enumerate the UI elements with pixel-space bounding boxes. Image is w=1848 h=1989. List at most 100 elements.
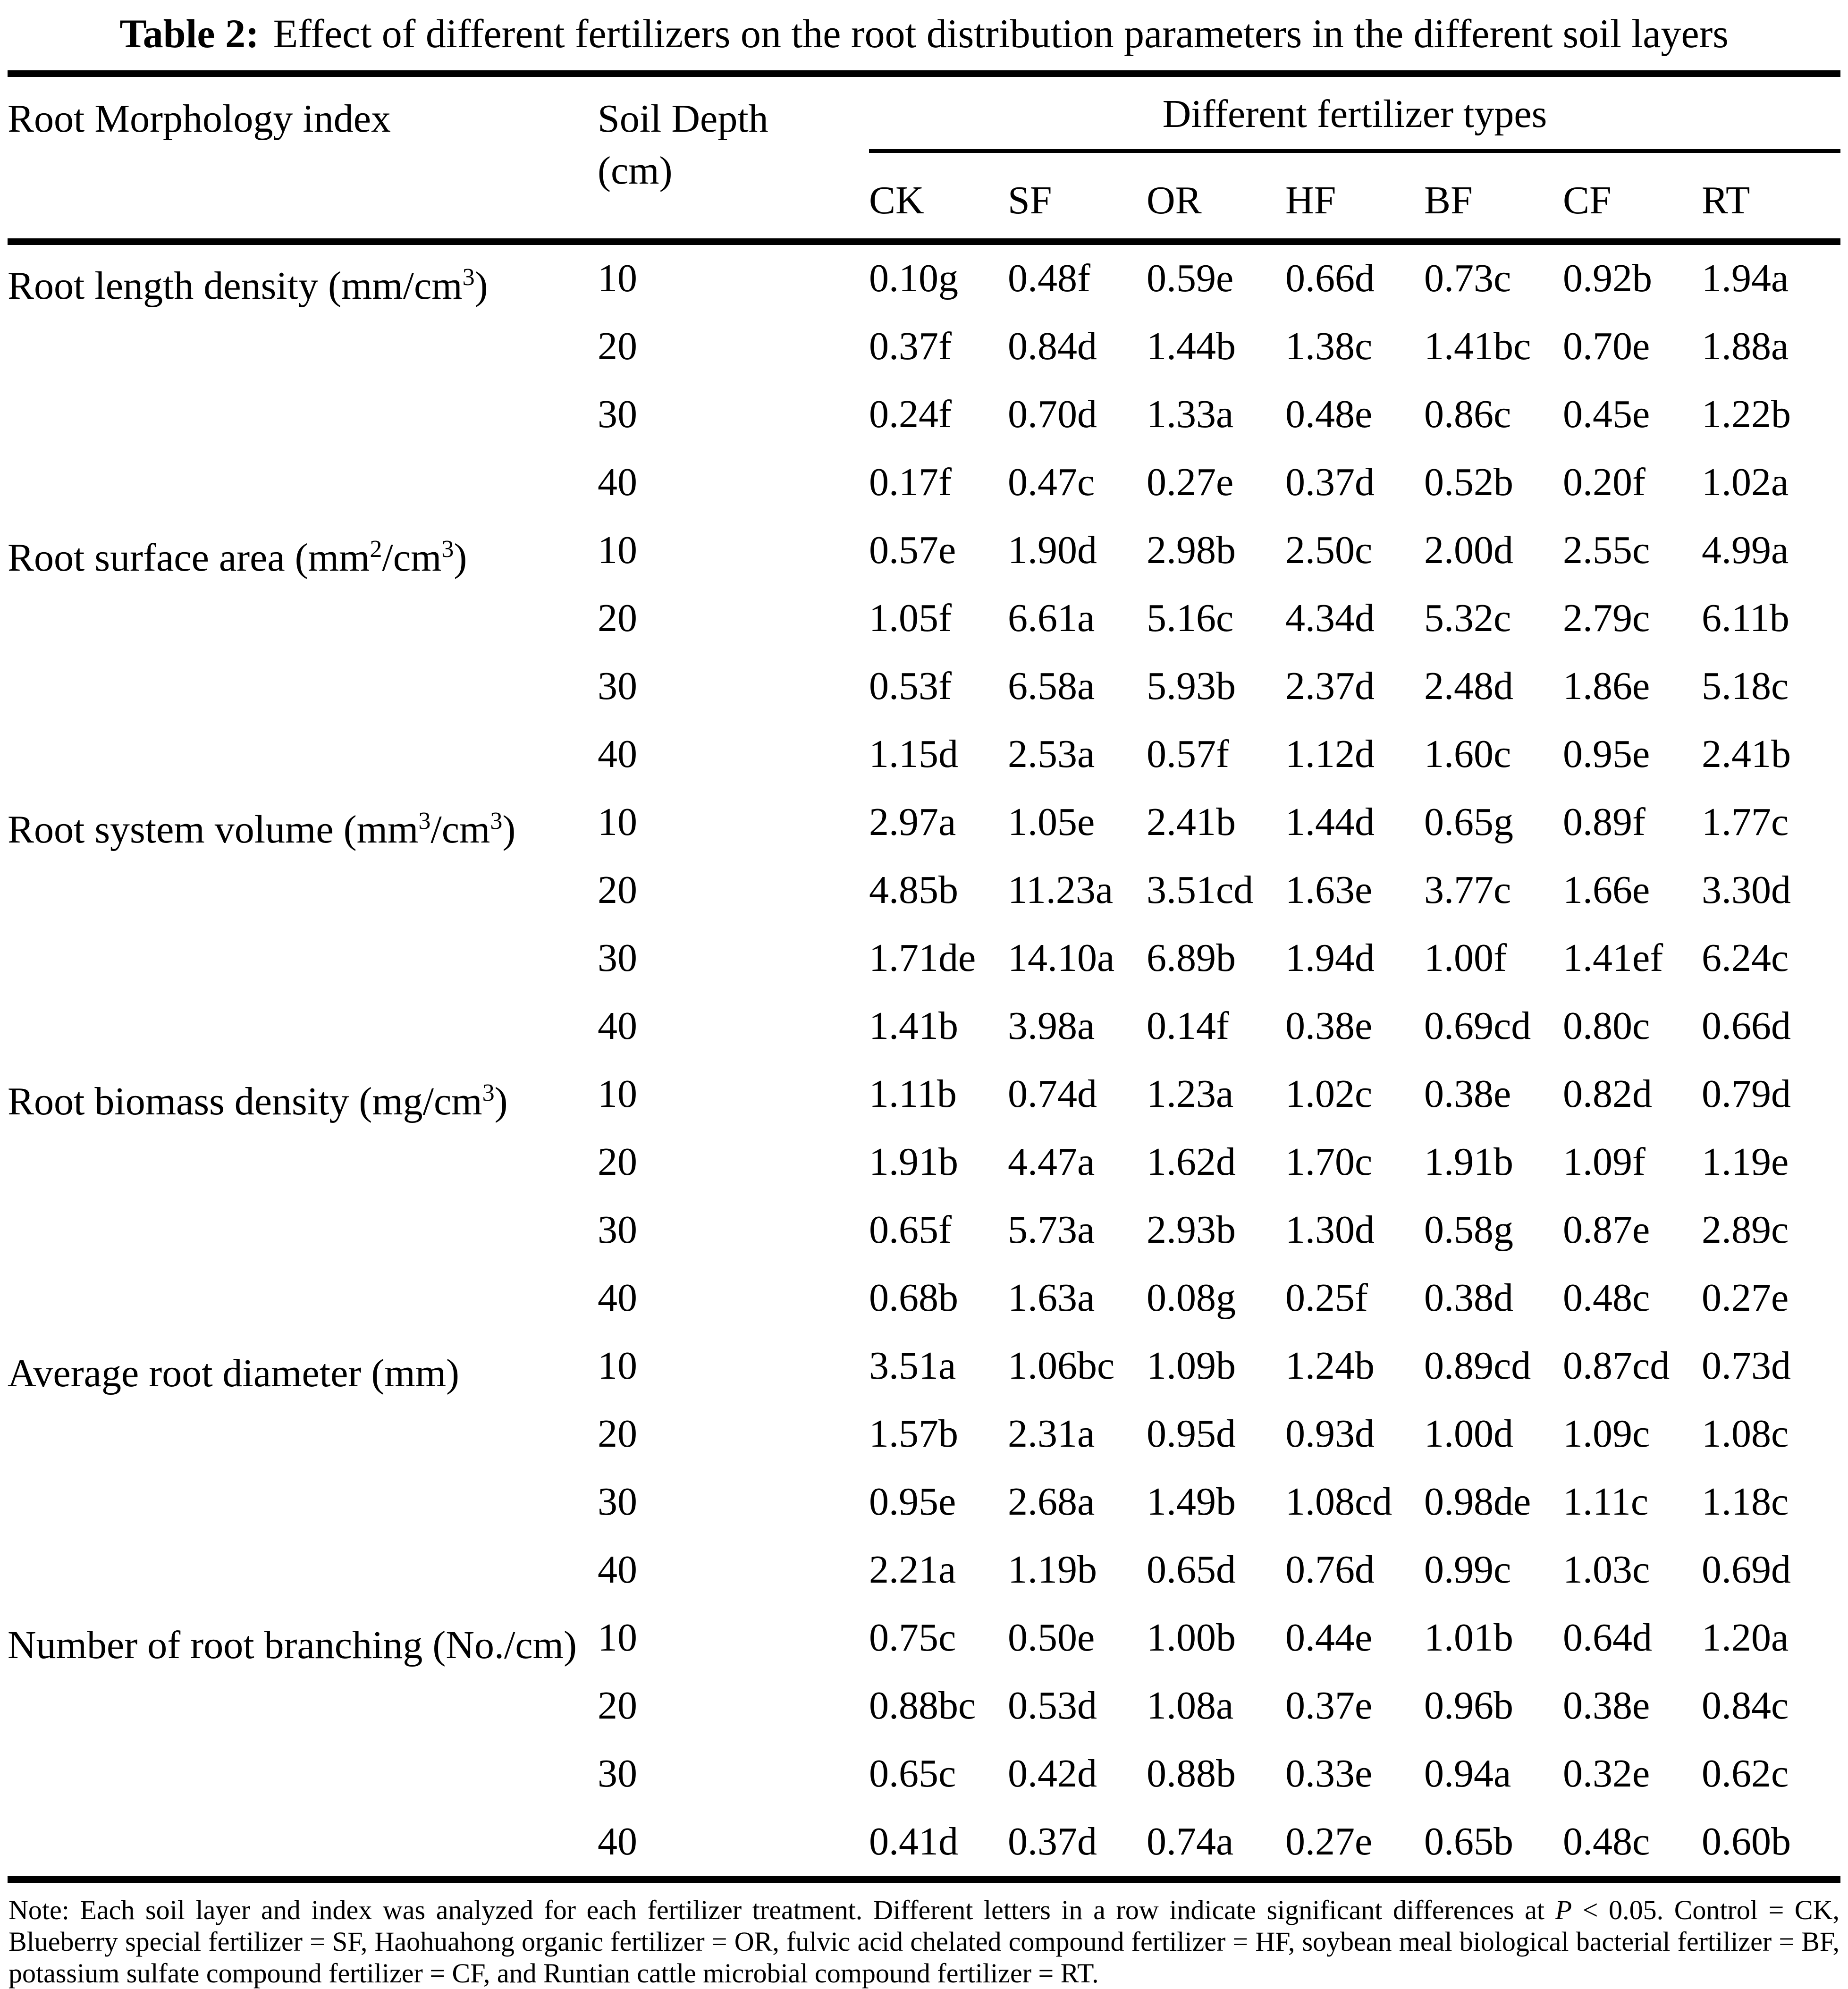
value-cell: 1.63a: [1008, 1275, 1095, 1320]
table-row: 40 0.68b 1.63a 0.08g 0.25f 0.38d 0.48c 0…: [8, 1264, 1840, 1332]
value-cell: 1.44b: [1147, 324, 1236, 368]
value-cell: 2.79c: [1563, 596, 1650, 640]
value-cell: 0.38e: [1424, 1071, 1511, 1116]
value-cell: 2.55c: [1563, 528, 1650, 572]
value-cell: 1.63e: [1285, 868, 1373, 912]
section-label-number-of-root-branching: Number of root branching (No./cm): [8, 1623, 577, 1667]
value-cell: 5.32c: [1424, 596, 1511, 640]
value-cell: 0.57e: [869, 528, 956, 572]
value-cell: 0.92b: [1563, 256, 1652, 300]
value-cell: 1.05e: [1008, 800, 1095, 844]
value-cell: 14.10a: [1008, 936, 1115, 980]
depth-cell: 40: [598, 1003, 637, 1048]
value-cell: 1.62d: [1147, 1139, 1236, 1184]
value-cell: 1.23a: [1147, 1071, 1234, 1116]
value-cell: 0.53f: [869, 664, 952, 708]
col-header-cf: CF: [1563, 151, 1702, 245]
value-cell: 0.38e: [1563, 1683, 1650, 1728]
value-cell: 1.05f: [869, 596, 952, 640]
depth-cell: 20: [598, 1411, 637, 1456]
value-cell: 0.37f: [869, 324, 952, 368]
value-cell: 0.87cd: [1563, 1343, 1670, 1388]
header-row-fertilizers: CK SF OR HF BF CF RT: [8, 151, 1840, 245]
value-cell: 1.06bc: [1008, 1343, 1115, 1388]
table-row: 40 1.41b 3.98a 0.14f 0.38e 0.69cd 0.80c …: [8, 993, 1840, 1061]
value-cell: 0.80c: [1563, 1003, 1650, 1048]
value-cell: 0.58g: [1424, 1207, 1513, 1252]
value-cell: 2.53a: [1008, 732, 1095, 776]
depth-cell: 20: [598, 596, 637, 640]
value-cell: 0.60b: [1702, 1819, 1791, 1863]
value-cell: 0.65c: [869, 1751, 956, 1795]
table-row: 30 0.95e 2.68a 1.49b 1.08cd 0.98de 1.11c…: [8, 1468, 1840, 1536]
depth-cell: 20: [598, 1683, 637, 1728]
value-cell: 0.98de: [1424, 1479, 1531, 1524]
value-cell: 0.27e: [1702, 1275, 1789, 1320]
table-row: Root system volume (mm3/cm3) 10 2.97a 1.…: [8, 789, 1840, 857]
value-cell: 5.93b: [1147, 664, 1236, 708]
value-cell: 1.00b: [1147, 1615, 1236, 1660]
depth-cell: 40: [598, 1819, 637, 1863]
value-cell: 0.73c: [1424, 256, 1511, 300]
fertilizer-effects-table: Root Morphology index Soil Depth (cm) Di…: [8, 70, 1840, 1883]
value-cell: 1.08a: [1147, 1683, 1234, 1728]
value-cell: 1.70c: [1285, 1139, 1373, 1184]
depth-cell: 40: [598, 460, 637, 504]
value-cell: 1.09b: [1147, 1343, 1236, 1388]
value-cell: 1.91b: [869, 1139, 958, 1184]
soil-depth-label: Soil Depth: [598, 96, 768, 141]
value-cell: 2.98b: [1147, 528, 1236, 572]
value-cell: 2.89c: [1702, 1207, 1789, 1252]
value-cell: 1.09c: [1563, 1411, 1650, 1456]
depth-cell: 10: [598, 528, 637, 572]
depth-cell: 30: [598, 1751, 637, 1795]
value-cell: 6.24c: [1702, 936, 1789, 980]
value-cell: 11.23a: [1008, 868, 1114, 912]
value-cell: 3.51a: [869, 1343, 956, 1388]
value-cell: 1.09f: [1563, 1139, 1645, 1184]
value-cell: 1.38c: [1285, 324, 1373, 368]
value-cell: 1.19b: [1008, 1547, 1097, 1592]
value-cell: 0.45e: [1563, 392, 1650, 436]
depth-cell: 30: [598, 936, 637, 980]
col-header-bf: BF: [1424, 151, 1563, 245]
value-cell: 4.47a: [1008, 1139, 1095, 1184]
value-cell: 0.86c: [1424, 392, 1511, 436]
value-cell: 0.48f: [1008, 256, 1090, 300]
value-cell: 1.91b: [1424, 1139, 1513, 1184]
value-cell: 1.02a: [1702, 460, 1789, 504]
value-cell: 0.65g: [1424, 800, 1513, 844]
value-cell: 6.58a: [1008, 664, 1095, 708]
table-row: 30 1.71de 14.10a 6.89b 1.94d 1.00f 1.41e…: [8, 925, 1840, 993]
value-cell: 0.89f: [1563, 800, 1645, 844]
value-cell: 0.47c: [1008, 460, 1095, 504]
depth-cell: 10: [598, 256, 637, 300]
col-header-or: OR: [1147, 151, 1285, 245]
value-cell: 2.41b: [1702, 732, 1791, 776]
table-title-text: Effect of different fertilizers on the r…: [273, 11, 1729, 56]
value-cell: 1.94a: [1702, 256, 1789, 300]
value-cell: 1.41bc: [1424, 324, 1531, 368]
value-cell: 6.89b: [1147, 936, 1236, 980]
value-cell: 0.44e: [1285, 1615, 1373, 1660]
table-row: 40 2.21a 1.19b 0.65d 0.76d 0.99c 1.03c 0…: [8, 1536, 1840, 1604]
value-cell: 1.01b: [1424, 1615, 1513, 1660]
value-cell: 0.37d: [1285, 460, 1375, 504]
value-cell: 1.49b: [1147, 1479, 1236, 1524]
value-cell: 1.00f: [1424, 936, 1507, 980]
value-cell: 6.11b: [1702, 596, 1789, 640]
value-cell: 0.25f: [1285, 1275, 1368, 1320]
value-cell: 4.34d: [1285, 596, 1375, 640]
value-cell: 0.89cd: [1424, 1343, 1531, 1388]
value-cell: 0.65f: [869, 1207, 952, 1252]
value-cell: 0.84d: [1008, 324, 1097, 368]
section-label-root-system-volume: Root system volume (mm3/cm3): [8, 807, 516, 851]
table-row: 20 1.05f 6.61a 5.16c 4.34d 5.32c 2.79c 6…: [8, 585, 1840, 653]
depth-cell: 10: [598, 800, 637, 844]
value-cell: 1.15d: [869, 732, 958, 776]
value-cell: 0.27e: [1147, 460, 1234, 504]
value-cell: 0.32e: [1563, 1751, 1650, 1795]
value-cell: 0.08g: [1147, 1275, 1236, 1320]
value-cell: 0.10g: [869, 256, 958, 300]
